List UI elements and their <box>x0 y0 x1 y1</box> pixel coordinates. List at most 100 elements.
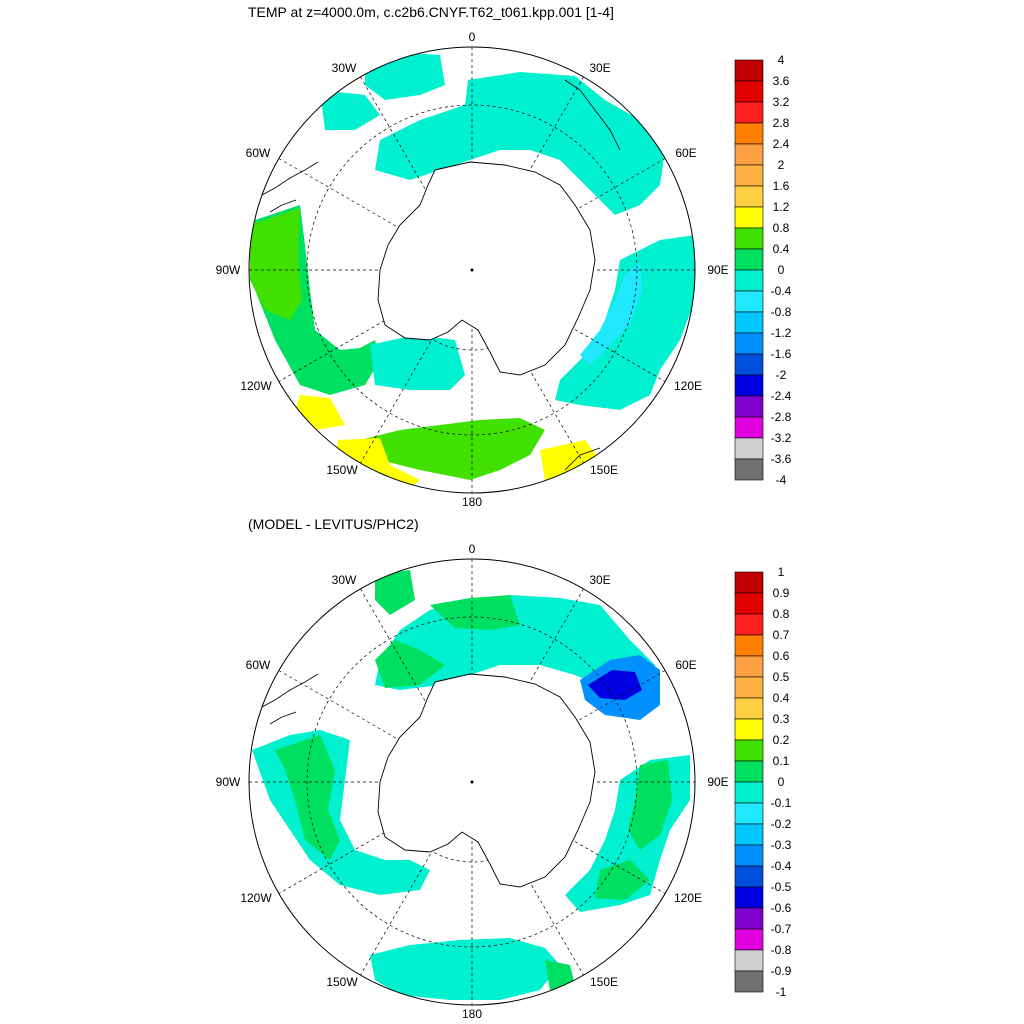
label-lon: 30E <box>589 573 610 587</box>
field-region <box>250 208 302 320</box>
label-lon: 60E <box>675 658 696 672</box>
field-region <box>295 395 345 430</box>
colorbar-swatch <box>734 760 764 783</box>
colorbar-label: -0.4 <box>771 859 792 873</box>
colorbar-swatch <box>734 101 764 124</box>
colorbar-swatch <box>734 928 764 951</box>
field-region <box>588 670 642 700</box>
colorbar-swatch <box>734 739 764 762</box>
colorbar-label: -2 <box>776 368 787 382</box>
colorbar-label: -0.8 <box>771 943 792 957</box>
antarctica-coastline-bottom <box>377 673 596 888</box>
colorbar-swatch <box>734 613 764 636</box>
colorbar-swatch <box>734 865 764 888</box>
map-labels-top: 0 30E 60E 90E 120E 150E 180 150W 120W 90… <box>216 30 729 509</box>
label-lon: 120E <box>674 379 702 393</box>
colorbar-label: -0.6 <box>771 901 792 915</box>
label-lon: 90W <box>216 263 241 277</box>
label-lon: 90E <box>707 263 728 277</box>
colorbar-label: -0.8 <box>771 305 792 319</box>
colorbar-swatch <box>734 571 764 594</box>
colorbar-top: 4 3.6 3.2 2.8 2.4 2 1.6 1.2 0.8 0.4 0 -0.4 -0.8 -1.2 -… <box>734 53 792 487</box>
colorbar-label: 4 <box>778 53 785 67</box>
antarctica-coastline-top <box>377 161 596 376</box>
colorbar-label: 0.1 <box>773 754 790 768</box>
label-lon: 120W <box>240 379 272 393</box>
colorbar-label: 2 <box>778 158 785 172</box>
field-region <box>545 960 575 990</box>
colorbar-label: -1 <box>776 985 787 999</box>
colorbar-label: 0.7 <box>773 628 790 642</box>
temp-field-top <box>250 50 695 493</box>
label-lon: 0 <box>469 30 476 44</box>
colorbar-swatch <box>734 907 764 930</box>
map-title-bottom: (MODEL - LEVITUS/PHC2) <box>248 516 419 532</box>
colorbar-swatch <box>734 949 764 972</box>
colorbar-swatch <box>734 206 764 229</box>
colorbar-swatch <box>734 227 764 250</box>
field-region <box>370 938 560 1000</box>
colorbar-label: 0 <box>778 775 785 789</box>
field-region <box>370 335 465 390</box>
colorbar-label: -0.4 <box>771 284 792 298</box>
colorbar-swatch <box>734 143 764 166</box>
colorbar-swatch <box>734 970 764 993</box>
field-region <box>375 595 655 700</box>
field-region <box>275 735 340 860</box>
label-lon: 30W <box>332 573 357 587</box>
label-lon: 60W <box>246 658 271 672</box>
label-lon: 120E <box>674 891 702 905</box>
colorbar-label: -0.3 <box>771 838 792 852</box>
colorbar-label: -0.5 <box>771 880 792 894</box>
label-lon: 150W <box>326 463 358 477</box>
label-lon: 150E <box>590 975 618 989</box>
label-lon: 0 <box>469 542 476 556</box>
colorbar-label: 3.2 <box>773 95 790 109</box>
colorbar-label: -1.2 <box>771 326 792 340</box>
label-lon: 60W <box>246 146 271 160</box>
label-lon: 150E <box>590 463 618 477</box>
label-lon: 30W <box>332 61 357 75</box>
colorbar-swatch <box>734 592 764 615</box>
colorbar-label: 0.5 <box>773 670 790 684</box>
colorbar-swatch <box>734 676 764 699</box>
field-region <box>595 860 650 900</box>
colorbar-label: -2.8 <box>771 410 792 424</box>
field-region <box>628 760 672 850</box>
label-lon: 30E <box>589 61 610 75</box>
colorbar-label: -2.4 <box>771 389 792 403</box>
map-boundary-top <box>248 46 696 494</box>
colorbar-label: 0.4 <box>773 691 790 705</box>
colorbar-label: -3.2 <box>771 431 792 445</box>
colorbar-swatch <box>734 886 764 909</box>
colorbar-label: 0.3 <box>773 712 790 726</box>
polar-map-top: 0 30E 60E 90E 120E 150E 180 150W 120W 90… <box>216 30 729 509</box>
colorbar-label: 0.4 <box>773 242 790 256</box>
colorbar-label: -0.1 <box>771 796 792 810</box>
colorbar-swatch <box>734 395 764 418</box>
colorbar-swatch <box>734 823 764 846</box>
label-lon: 60E <box>675 146 696 160</box>
field-region <box>375 72 665 215</box>
colorbar-label: 0.8 <box>773 607 790 621</box>
colorbar-label: 0.9 <box>773 586 790 600</box>
colorbar-swatch <box>734 781 764 804</box>
field-region <box>320 90 380 130</box>
field-region <box>580 262 642 365</box>
colorbar-swatch <box>734 655 764 678</box>
colorbar-swatch <box>734 437 764 460</box>
colorbar-swatch <box>734 718 764 741</box>
colorbar-label: 2.8 <box>773 116 790 130</box>
colorbar-swatch <box>734 59 764 82</box>
colorbar-label: 0.8 <box>773 221 790 235</box>
map-boundary-bottom <box>248 558 696 1006</box>
colorbar-swatch <box>734 80 764 103</box>
label-lon: 120W <box>240 891 272 905</box>
colorbar-swatch <box>734 185 764 208</box>
colorbar-label: 0.6 <box>773 649 790 663</box>
label-lon: 90W <box>216 775 241 789</box>
colorbar-swatch <box>734 634 764 657</box>
colorbar-swatch <box>734 290 764 313</box>
map-title-top: TEMP at z=4000.0m, c.c2b6.CNYF.T62_t061.… <box>248 4 614 20</box>
